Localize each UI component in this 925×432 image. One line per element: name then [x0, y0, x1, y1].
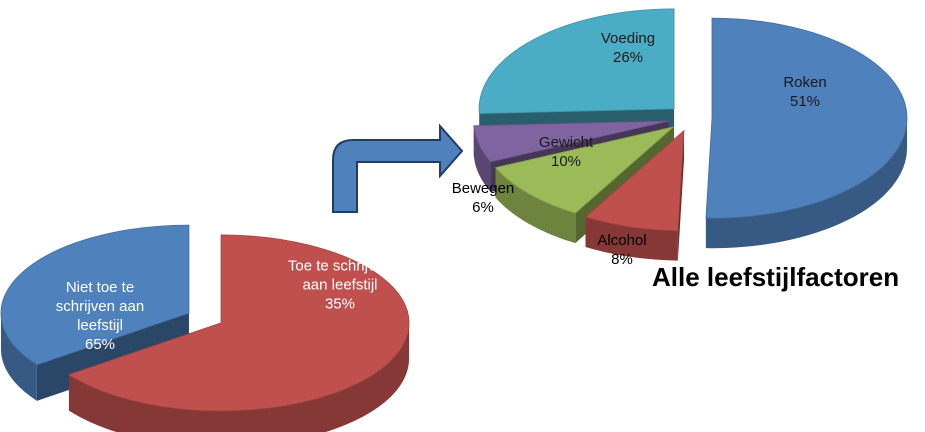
value-label: 51%	[789, 93, 821, 110]
category-label: Toe te schrijven aan leefstijl	[287, 257, 393, 294]
category-label: Gewicht	[538, 134, 594, 151]
category-label: Niet toe te schrijven aan leefstijl	[55, 279, 145, 334]
slice	[584, 129, 685, 232]
slice-depth	[585, 217, 678, 261]
slice	[0, 224, 190, 366]
slice	[68, 234, 410, 412]
slice	[473, 120, 669, 163]
slice-group	[705, 17, 908, 249]
slice-group	[584, 129, 685, 261]
slice	[705, 17, 908, 219]
slice-depth	[0, 313, 37, 401]
slice-label: Voeding 26%	[583, 29, 673, 67]
slice-label: Niet toe te schrijven aan leefstijl 65%	[40, 278, 160, 354]
category-label: Bewegen	[451, 180, 515, 197]
slice-label: Roken 51%	[760, 73, 850, 111]
category-label: Alcohol	[597, 232, 647, 249]
value-label: 35%	[324, 295, 356, 313]
chart-title: Alle leefstijlfactoren	[652, 262, 900, 292]
slice-depth	[677, 130, 684, 261]
value-label: 65%	[84, 336, 116, 353]
slice-depth	[495, 167, 576, 244]
slice-group	[68, 234, 410, 432]
slice-label: Gewicht 10%	[521, 133, 611, 171]
slice-label: Alcohol 8%	[577, 231, 667, 269]
value-label: 8%	[611, 251, 633, 268]
slice-label: Toe te schrijven aan leefstijl 35%	[285, 257, 395, 314]
slice	[478, 8, 675, 114]
slice-label: Bewegen 6%	[438, 179, 528, 217]
value-label: 6%	[472, 199, 494, 216]
value-label: 10%	[550, 153, 582, 170]
value-label: 26%	[612, 49, 644, 66]
category-label: Roken	[783, 74, 827, 91]
slice	[494, 126, 674, 214]
category-label: Voeding	[600, 30, 656, 47]
arrow	[332, 123, 464, 213]
slice-depth	[68, 322, 410, 432]
